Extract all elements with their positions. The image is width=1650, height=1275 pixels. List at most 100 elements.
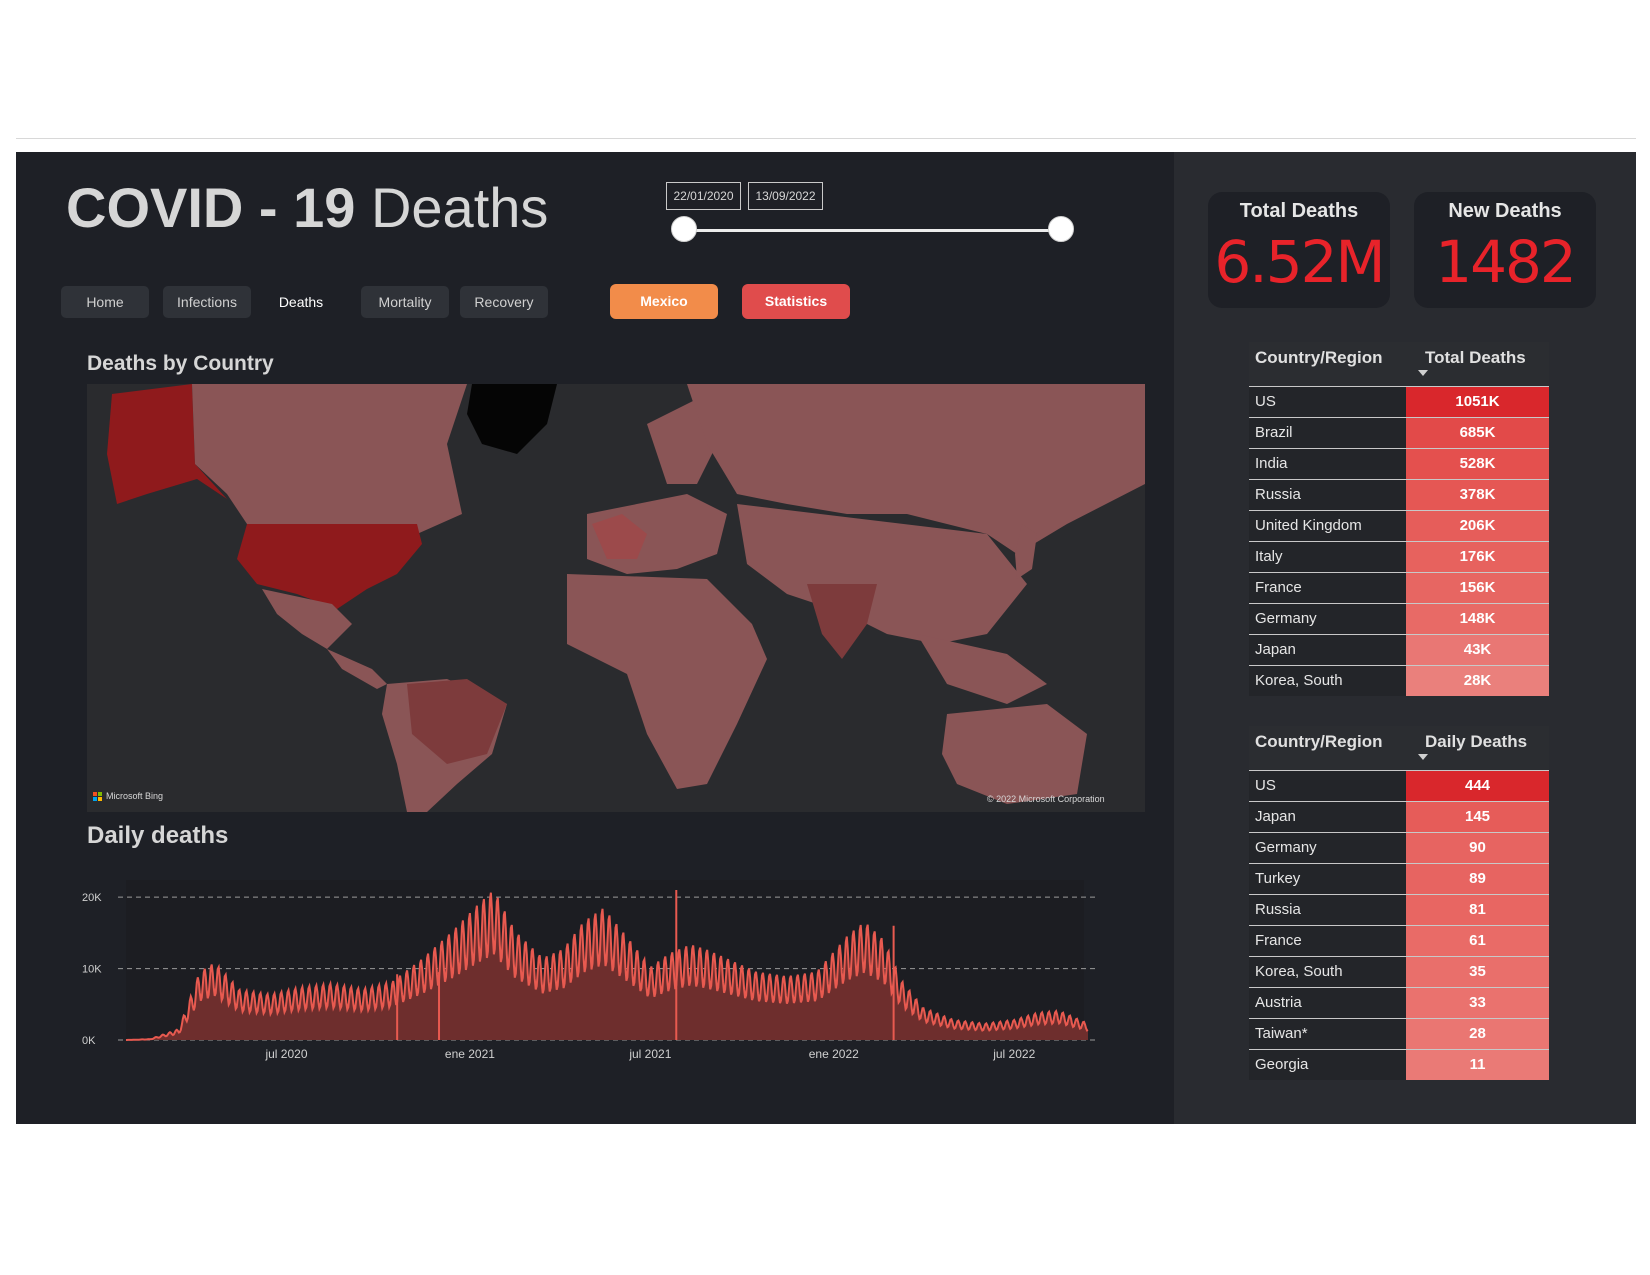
table-row[interactable]: Turkey 89 [1249, 863, 1549, 894]
nav-deaths-button[interactable]: Deaths [278, 294, 324, 310]
value-cell: 148K [1406, 604, 1549, 634]
sort-desc-icon[interactable] [1418, 754, 1428, 760]
x-tick-label: jul 2022 [992, 1047, 1035, 1061]
table-row[interactable]: Germany 148K [1249, 603, 1549, 634]
table-row[interactable]: Japan 145 [1249, 801, 1549, 832]
table-row[interactable]: Korea, South 28K [1249, 665, 1549, 696]
country-cell: Austria [1249, 988, 1406, 1018]
value-cell: 35 [1406, 957, 1549, 987]
mexico-shape [262, 589, 352, 649]
start-date-input[interactable]: 22/01/2020 [666, 182, 741, 210]
country-cell: United Kingdom [1249, 511, 1406, 541]
table-row[interactable]: France 61 [1249, 925, 1549, 956]
france-italy-shape [592, 514, 647, 559]
table-row[interactable]: France 156K [1249, 572, 1549, 603]
country-cell: France [1249, 926, 1406, 956]
daily-deaths-line [126, 892, 1089, 1041]
country-cell: Korea, South [1249, 957, 1406, 987]
table-row[interactable]: India 528K [1249, 448, 1549, 479]
value-cell: 43K [1406, 635, 1549, 665]
value-cell: 89 [1406, 864, 1549, 894]
country-cell: Taiwan* [1249, 1019, 1406, 1049]
table-row[interactable]: Taiwan* 28 [1249, 1018, 1549, 1049]
table-row[interactable]: United Kingdom 206K [1249, 510, 1549, 541]
new-deaths-label: New Deaths [1448, 200, 1562, 222]
daily-deaths-column-header[interactable]: Daily Deaths [1425, 732, 1528, 751]
nav-home-button[interactable]: Home [61, 286, 149, 318]
map-copyright: © 2022 Microsoft Corporation [987, 794, 1105, 804]
table-row[interactable]: US 1051K [1249, 386, 1549, 417]
mexico-button[interactable]: Mexico [610, 284, 718, 319]
country-cell: Korea, South [1249, 666, 1406, 696]
total-deaths-value: 6.52M [1214, 228, 1385, 296]
japan-shape [1015, 524, 1037, 579]
value-cell: 11 [1406, 1050, 1549, 1080]
end-date-input[interactable]: 13/09/2022 [748, 182, 823, 210]
statistics-button[interactable]: Statistics [742, 284, 850, 319]
table-row[interactable]: Brazil 685K [1249, 417, 1549, 448]
nav-recovery-button[interactable]: Recovery [460, 286, 548, 318]
value-cell: 90 [1406, 833, 1549, 863]
value-cell: 28K [1406, 666, 1549, 696]
country-cell: US [1249, 387, 1406, 417]
map-title: Deaths by Country [87, 352, 274, 375]
table-row[interactable]: Italy 176K [1249, 541, 1549, 572]
value-cell: 145 [1406, 802, 1549, 832]
country-cell: Japan [1249, 802, 1406, 832]
daily-deaths-table[interactable]: Country/Region Daily Deaths US 444 Japan 14… [1249, 726, 1549, 1080]
y-tick-label: 20K [82, 892, 102, 904]
australia-shape [942, 704, 1087, 804]
value-cell: 378K [1406, 480, 1549, 510]
table-row[interactable]: Russia 81 [1249, 894, 1549, 925]
daily-deaths-svg: 0K 10K 20K jul 2020 ene 2021 jul 2021 ene 202… [82, 880, 1098, 1061]
table-header: Country/Region Total Deaths [1249, 342, 1549, 386]
y-tick-label: 0K [82, 1035, 96, 1047]
value-cell: 1051K [1406, 387, 1549, 417]
x-tick-label: jul 2021 [628, 1047, 671, 1061]
value-cell: 176K [1406, 542, 1549, 572]
sort-desc-icon[interactable] [1418, 370, 1428, 376]
deaths-map[interactable]: Microsoft Bing © 2022 Microsoft Corporat… [87, 384, 1145, 812]
dashboard: COVID - 19 Deaths 22/01/2020 13/09/2022 … [16, 152, 1636, 1124]
country-column-header[interactable]: Country/Region [1255, 348, 1383, 367]
nav-infections-button[interactable]: Infections [163, 286, 251, 318]
country-cell: US [1249, 771, 1406, 801]
table-row[interactable]: Russia 378K [1249, 479, 1549, 510]
southeast-asia-shape [917, 634, 1047, 704]
value-cell: 206K [1406, 511, 1549, 541]
country-cell: Russia [1249, 480, 1406, 510]
x-tick-label: ene 2022 [809, 1047, 859, 1061]
country-column-header[interactable]: Country/Region [1255, 732, 1383, 751]
value-cell: 156K [1406, 573, 1549, 603]
total-deaths-label: Total Deaths [1239, 200, 1359, 222]
country-cell: Japan [1249, 635, 1406, 665]
page-title: COVID - 19 Deaths [66, 176, 549, 239]
asia-shape [737, 504, 1027, 644]
value-cell: 33 [1406, 988, 1549, 1018]
table-row[interactable]: Georgia 11 [1249, 1049, 1549, 1080]
table-row[interactable]: Japan 43K [1249, 634, 1549, 665]
stats-panel: Total Deaths 6.52M New Deaths 1482 Count… [1174, 152, 1636, 1124]
value-cell: 81 [1406, 895, 1549, 925]
brazil-shape [407, 679, 507, 764]
table-row[interactable]: Austria 33 [1249, 987, 1549, 1018]
country-cell: Germany [1249, 604, 1406, 634]
table-row[interactable]: Germany 90 [1249, 832, 1549, 863]
slider-end-handle[interactable] [1048, 216, 1074, 242]
table-row[interactable]: US 444 [1249, 770, 1549, 801]
total-deaths-column-header[interactable]: Total Deaths [1425, 348, 1526, 367]
world-map-shapes [87, 384, 1145, 812]
date-range-slider[interactable] [685, 229, 1057, 232]
nav-mortality-button[interactable]: Mortality [361, 286, 449, 318]
russia-asia-shape [687, 384, 1145, 554]
table-row[interactable]: Korea, South 35 [1249, 956, 1549, 987]
country-cell: India [1249, 449, 1406, 479]
central-america-shape [327, 649, 387, 689]
bing-label: Microsoft Bing [106, 791, 164, 801]
country-cell: Turkey [1249, 864, 1406, 894]
country-cell: Italy [1249, 542, 1406, 572]
total-deaths-table[interactable]: Country/Region Total Deaths US 1051K Brazi… [1249, 342, 1549, 696]
slider-start-handle[interactable] [671, 216, 697, 242]
value-cell: 444 [1406, 771, 1549, 801]
table-header: Country/Region Daily Deaths [1249, 726, 1549, 770]
